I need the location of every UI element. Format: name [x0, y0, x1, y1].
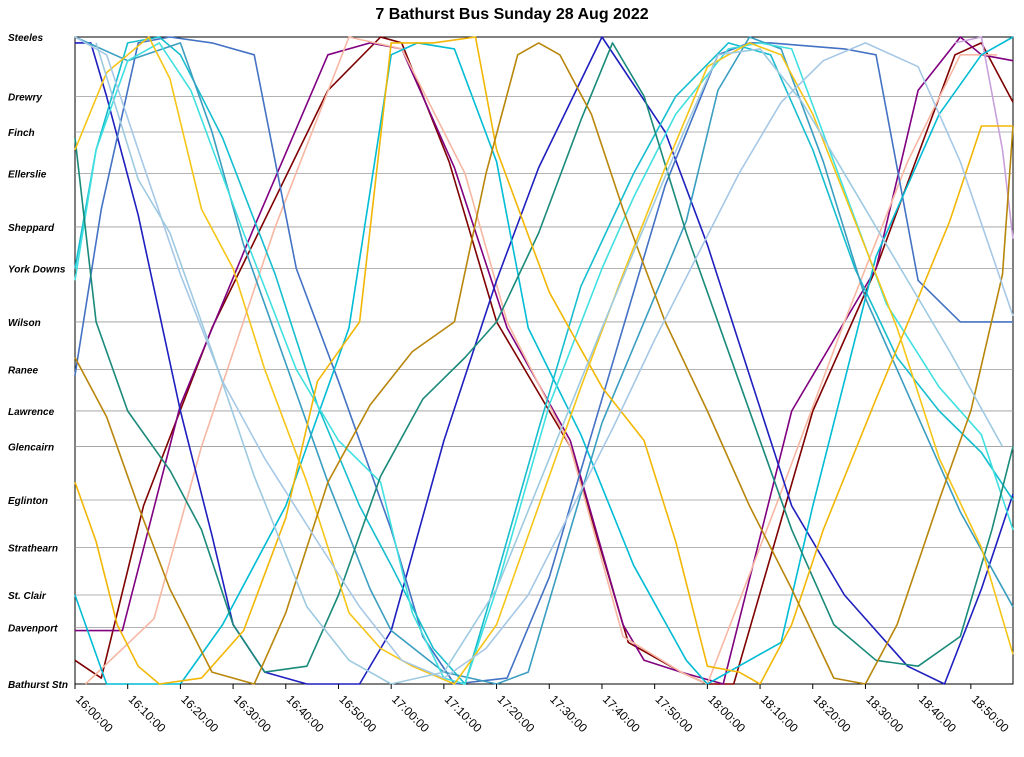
time-label: 16:10:00	[126, 692, 169, 735]
time-label: 18:10:00	[758, 692, 801, 735]
time-label: 17:40:00	[600, 692, 643, 735]
bus-trip-line-16	[95, 42, 1004, 685]
time-label: 16:00:00	[73, 692, 116, 735]
bus-trip-line-15	[74, 36, 1014, 679]
stop-label: Strathearn	[8, 543, 58, 554]
time-label: 18:30:00	[863, 692, 906, 735]
bus-trip-line-5	[75, 36, 1014, 685]
bus-trip-line-3	[84, 36, 998, 685]
time-label: 16:40:00	[284, 692, 327, 735]
time-label: 16:50:00	[336, 692, 379, 735]
series-layer	[74, 36, 1014, 685]
bus-trip-line-13	[74, 36, 1014, 685]
stop-label: Wilson	[8, 318, 41, 329]
stop-label: Ellerslie	[8, 170, 47, 181]
stop-label: Drewry	[8, 92, 42, 103]
bus-trip-line-11	[74, 42, 1014, 673]
time-label: 17:30:00	[547, 692, 590, 735]
time-label: 17:20:00	[494, 692, 537, 735]
bus-trip-line-14	[74, 42, 1014, 685]
bus-trip-line-7	[74, 36, 1014, 685]
time-label: 18:50:00	[969, 692, 1012, 735]
stop-label: Sheppard	[8, 223, 55, 234]
stop-labels: Steeles Drewry Finch Ellerslie Sheppard York …	[8, 33, 68, 691]
bus-trip-line-12	[74, 36, 1013, 685]
stop-label: York Downs	[8, 264, 66, 275]
stop-label: Glencairn	[8, 443, 54, 454]
stop-label: Eglinton	[8, 496, 48, 507]
time-label: 18:00:00	[705, 692, 748, 735]
bus-trip-line-6	[74, 36, 1013, 685]
time-label: 17:50:00	[653, 692, 696, 735]
time-label: 16:30:00	[231, 692, 274, 735]
time-label: 16:20:00	[178, 692, 221, 735]
time-label: 17:10:00	[442, 692, 485, 735]
bus-trip-line-9	[74, 36, 1014, 685]
stop-label: Steeles	[8, 33, 43, 44]
stop-label: Lawrence	[8, 407, 55, 418]
stop-label: Bathurst Stn	[8, 680, 68, 691]
time-labels: 16:00:00 16:10:00 16:20:00 16:30:00 16:40:00…	[73, 684, 1012, 735]
time-label: 18:40:00	[916, 692, 959, 735]
stop-label: Ranee	[8, 365, 38, 376]
time-label: 17:00:00	[389, 692, 432, 735]
time-label: 18:20:00	[811, 692, 854, 735]
bus-trip-line-2	[75, 36, 1014, 685]
stop-label: St. Clair	[8, 591, 47, 602]
stop-label: Davenport	[8, 624, 58, 635]
bus-trip-line-8	[74, 36, 1014, 685]
stop-label: Finch	[8, 128, 35, 139]
chart-title: 7 Bathurst Bus Sunday 28 Aug 2022	[375, 6, 649, 23]
